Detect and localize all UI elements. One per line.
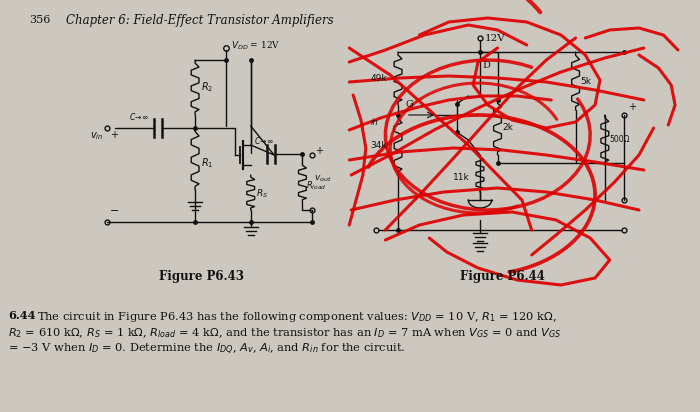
Text: $C \!\rightarrow\! \infty$: $C \!\rightarrow\! \infty$ [253, 136, 274, 147]
Text: $C \!\rightarrow\! \infty$: $C \!\rightarrow\! \infty$ [129, 110, 148, 122]
Text: 6.44: 6.44 [8, 310, 35, 321]
Text: 49k: 49k [371, 73, 387, 82]
Text: +: + [110, 130, 118, 140]
Text: 2k: 2k [503, 122, 513, 131]
Text: in: in [371, 118, 378, 127]
Text: G: G [406, 100, 414, 109]
Text: D: D [482, 61, 490, 70]
Text: = $-$3 V when $I_D$ = 0. Determine the $I_{DQ}$, $A_v$, $A_i$, and $R_{in}$ for : = $-$3 V when $I_D$ = 0. Determine the $… [8, 342, 405, 357]
Text: $R_1$: $R_1$ [201, 156, 214, 170]
Text: Figure P6.43: Figure P6.43 [160, 270, 244, 283]
Text: Figure P6.44: Figure P6.44 [460, 270, 545, 283]
Text: 500Ω: 500Ω [610, 136, 630, 145]
Text: $v_{out}$: $v_{out}$ [314, 173, 332, 183]
Text: 356: 356 [29, 15, 50, 25]
Text: $V_{DD}$ = 12V: $V_{DD}$ = 12V [231, 40, 281, 52]
Text: $R_S$: $R_S$ [256, 188, 267, 200]
Text: 34k: 34k [371, 140, 387, 150]
Text: $R_2$: $R_2$ [201, 80, 214, 94]
Text: +: + [315, 146, 323, 156]
Text: $v_{in}$: $v_{in}$ [90, 130, 103, 142]
Text: $R_{load}$: $R_{load}$ [307, 180, 327, 192]
Text: $R_2$ = 610 k$\Omega$, $R_S$ = 1 k$\Omega$, $R_{load}$ = 4 k$\Omega$, and the tr: $R_2$ = 610 k$\Omega$, $R_S$ = 1 k$\Omeg… [8, 326, 561, 339]
Text: The circuit in Figure P6.43 has the following component values: $V_{DD}$ = 10 V,: The circuit in Figure P6.43 has the foll… [37, 310, 557, 324]
Text: 5k: 5k [580, 77, 592, 86]
Text: 12V: 12V [485, 33, 505, 42]
Text: −: − [110, 206, 120, 216]
Text: Chapter 6: Field-Effect Transistor Amplifiers: Chapter 6: Field-Effect Transistor Ampli… [66, 14, 334, 27]
Text: +: + [629, 102, 636, 112]
Text: 11k: 11k [453, 173, 470, 182]
